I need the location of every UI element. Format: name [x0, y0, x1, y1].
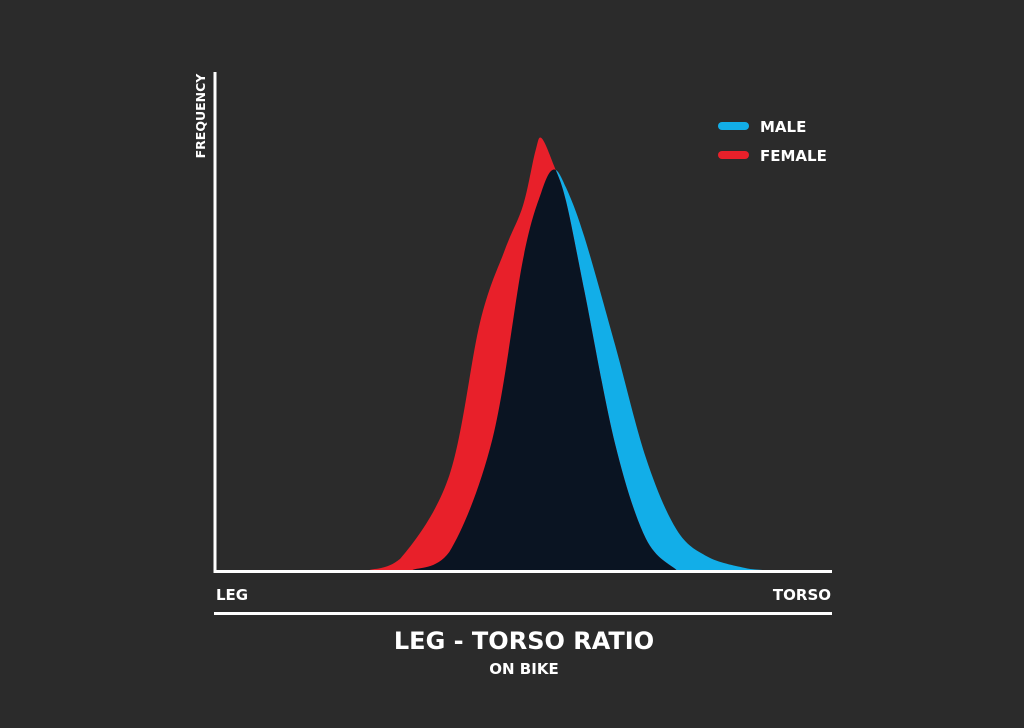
chart-title: LEG - TORSO RATIO	[394, 627, 654, 655]
area-overlap	[412, 169, 677, 570]
y-axis-label: FREQUENCY	[193, 73, 208, 159]
legend: MALE FEMALE	[718, 118, 827, 165]
x-axis-label-left: LEG	[216, 586, 248, 604]
legend-label-female: FEMALE	[760, 147, 827, 165]
x-axis-label-right: TORSO	[773, 586, 831, 604]
legend-label-male: MALE	[760, 118, 806, 136]
chart-subtitle: ON BIKE	[489, 660, 558, 678]
chart-areas	[369, 137, 763, 571]
